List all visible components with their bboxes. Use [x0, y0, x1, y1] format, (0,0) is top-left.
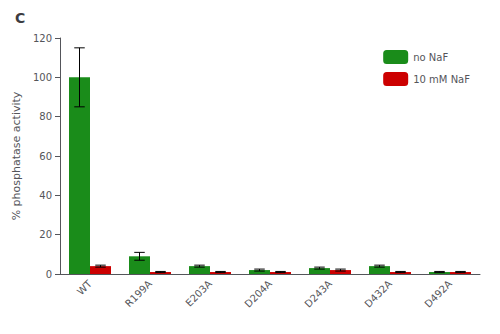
svg-text:60: 60	[39, 151, 52, 162]
svg-text:D492A: D492A	[422, 278, 454, 310]
svg-text:R199A: R199A	[123, 278, 154, 309]
svg-text:80: 80	[39, 111, 52, 122]
svg-text:% phosphatase activity: % phosphatase activity	[10, 91, 23, 220]
svg-text:D432A: D432A	[362, 278, 394, 310]
svg-text:D243A: D243A	[302, 278, 334, 310]
svg-text:D204A: D204A	[242, 278, 274, 310]
svg-text:no NaF: no NaF	[413, 52, 448, 63]
svg-text:10 mM NaF: 10 mM NaF	[413, 74, 470, 85]
svg-text:100: 100	[33, 72, 52, 83]
svg-text:E203A: E203A	[183, 278, 214, 309]
svg-text:C: C	[15, 10, 25, 26]
svg-text:WT: WT	[75, 277, 95, 297]
svg-text:0: 0	[46, 269, 52, 280]
svg-text:120: 120	[33, 33, 52, 44]
svg-text:20: 20	[39, 229, 52, 240]
svg-text:40: 40	[39, 190, 52, 201]
